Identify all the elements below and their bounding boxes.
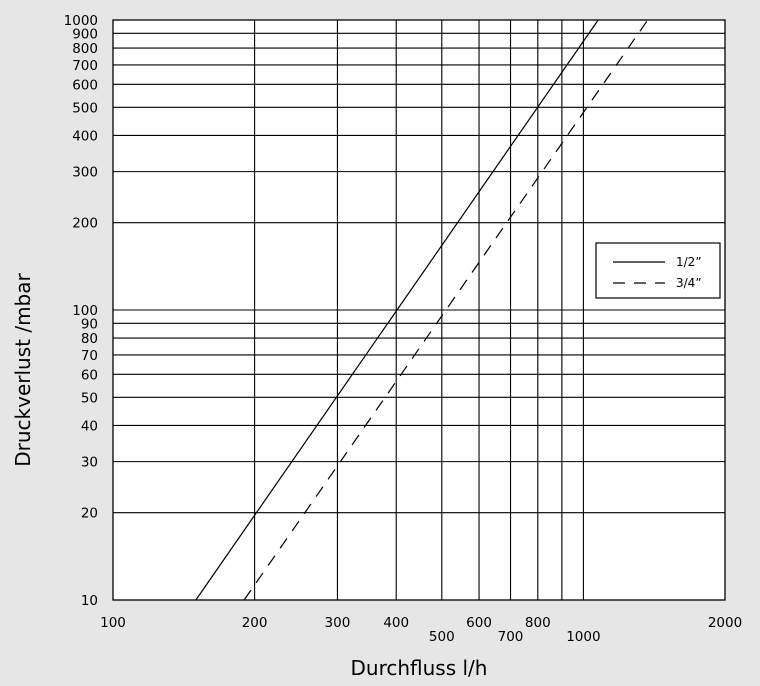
legend: 1/2” 3/4”: [595, 242, 721, 299]
legend-label-half-inch: 1/2”: [676, 255, 702, 269]
y-tick-label-50: 50: [81, 390, 98, 406]
y-tick-label-200: 200: [72, 216, 98, 232]
y-tick-label-80: 80: [81, 331, 98, 347]
legend-label-three-quarter-inch: 3/4”: [676, 276, 702, 290]
y-tick-label-40: 40: [81, 418, 98, 434]
x-tick-label-200: 200: [242, 615, 268, 631]
y-tick-label-600: 600: [72, 77, 98, 93]
y-tick-label-100: 100: [72, 303, 98, 319]
series-line-half-inch: [195, 19, 599, 601]
y-tick-label-20: 20: [81, 506, 98, 522]
x-tick-label-1000: 1000: [566, 629, 600, 645]
y-tick-label-400: 400: [72, 128, 98, 144]
y-tick-label-300: 300: [72, 165, 98, 181]
x-tick-label-600: 600: [466, 615, 492, 631]
x-tick-label-800: 800: [525, 615, 551, 631]
series-lines: [195, 19, 649, 601]
series-line-three-quarter-inch: [243, 19, 649, 601]
x-axis-label: Durchfluss l/h: [351, 656, 488, 680]
y-tick-label-1000: 1000: [64, 13, 98, 29]
y-tick-label-60: 60: [81, 367, 98, 383]
x-tick-label-700: 700: [498, 629, 524, 645]
x-tick-label-400: 400: [383, 615, 409, 631]
legend-box: [595, 242, 721, 299]
y-tick-label-90: 90: [81, 316, 98, 332]
y-tick-label-800: 800: [72, 41, 98, 57]
x-tick-label-100: 100: [100, 615, 126, 631]
x-tick-label-2000: 2000: [708, 615, 742, 631]
y-axis-label: Druckverlust /mbar: [11, 272, 35, 466]
y-tick-label-10: 10: [81, 593, 98, 609]
y-tick-label-900: 900: [72, 26, 98, 42]
y-tick-label-500: 500: [72, 100, 98, 116]
x-tick-label-500: 500: [429, 629, 455, 645]
y-tick-label-700: 700: [72, 58, 98, 74]
x-tick-label-300: 300: [325, 615, 351, 631]
y-tick-label-30: 30: [81, 455, 98, 471]
grid: [113, 19, 725, 600]
y-tick-label-70: 70: [81, 348, 98, 364]
plot-frame: [112, 19, 726, 601]
